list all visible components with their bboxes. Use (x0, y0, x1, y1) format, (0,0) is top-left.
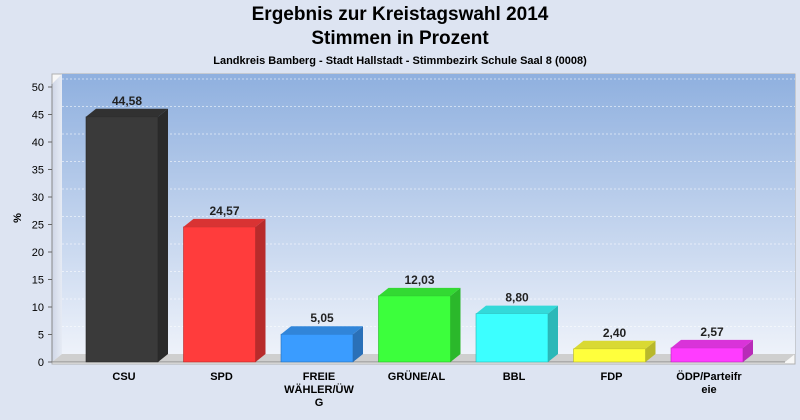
bar-top (281, 326, 363, 335)
y-tick-label: 0 (38, 357, 44, 369)
bar-3 (280, 326, 363, 363)
bar-4 (378, 287, 461, 363)
y-tick-label: 25 (32, 220, 44, 232)
y-tick-label: 5 (38, 330, 44, 342)
bar-side (353, 326, 363, 362)
bar-side (548, 305, 558, 362)
bar-front (280, 333, 354, 363)
bar-front (573, 348, 646, 363)
bar-front (85, 116, 159, 363)
bar-top (476, 305, 558, 314)
bar-side (158, 108, 168, 362)
chart-subtitle: Landkreis Bamberg - Stadt Hallstadt - St… (213, 55, 587, 67)
bar-front (670, 347, 744, 363)
bar-6 (573, 340, 656, 363)
y-tick-label: 30 (32, 192, 44, 204)
bar-top (86, 108, 168, 117)
y-tick-label: 40 (32, 137, 44, 149)
bars (85, 108, 753, 363)
bar-top (573, 340, 656, 349)
y-axis-ticks: 0 5 10 15 20 25 30 35 40 45 50 (32, 82, 52, 369)
y-tick-label: 45 (32, 110, 44, 122)
bar-value-label: 5,05 (310, 311, 334, 325)
x-category-label: GRÜNE/AL (388, 370, 446, 383)
bar-front (475, 313, 549, 363)
bar-value-label: 8,80 (505, 291, 529, 305)
bar-5 (475, 305, 558, 363)
bar-value-label: 2,57 (700, 325, 724, 339)
bar-top (378, 287, 461, 296)
y-tick-label: 15 (32, 275, 44, 287)
y-tick-label: 35 (32, 165, 44, 177)
y-tick-label: 20 (32, 247, 44, 259)
bar-value-label: 12,03 (404, 273, 434, 287)
bar-value-label: 24,57 (209, 204, 239, 218)
x-category-label: BBL (503, 371, 526, 383)
chart-title-line2: Stimmen in Prozent (311, 28, 489, 49)
plot-side-wall (52, 74, 62, 362)
bar-value-label: 2,40 (603, 326, 627, 340)
bar-2 (183, 218, 266, 363)
chart-title: Ergebnis zur Kreistagswahl 2014 (251, 4, 549, 25)
x-category-label: ÖDP/Parteifr eie (676, 370, 742, 396)
bar-7 (670, 339, 753, 363)
bar-side (450, 287, 461, 362)
x-category-label: CSU (112, 371, 135, 383)
bar-1 (85, 108, 168, 363)
value-labels: 44,58 24,57 5,05 12,03 8,80 2,40 2,57 (112, 94, 724, 340)
bar-front (378, 295, 451, 363)
y-tick-label: 10 (32, 302, 44, 314)
x-category-label: FREIE WÄHLER/ÜW G (284, 371, 354, 409)
y-tick-label: 50 (32, 82, 44, 94)
bar-value-label: 44,58 (112, 94, 142, 108)
x-axis-categories: CSU SPD FREIE WÄHLER/ÜW G GRÜNE/AL BBL FDP ÖDP/P… (112, 370, 742, 409)
x-category-label: SPD (210, 371, 233, 383)
y-axis-label: % (12, 213, 24, 223)
bar-front (183, 226, 256, 363)
bar-top (183, 218, 266, 227)
bar-side (645, 340, 656, 362)
bar-top (671, 339, 753, 348)
bar-side (743, 339, 753, 362)
x-category-label: FDP (601, 371, 623, 383)
bar-side (255, 218, 266, 362)
